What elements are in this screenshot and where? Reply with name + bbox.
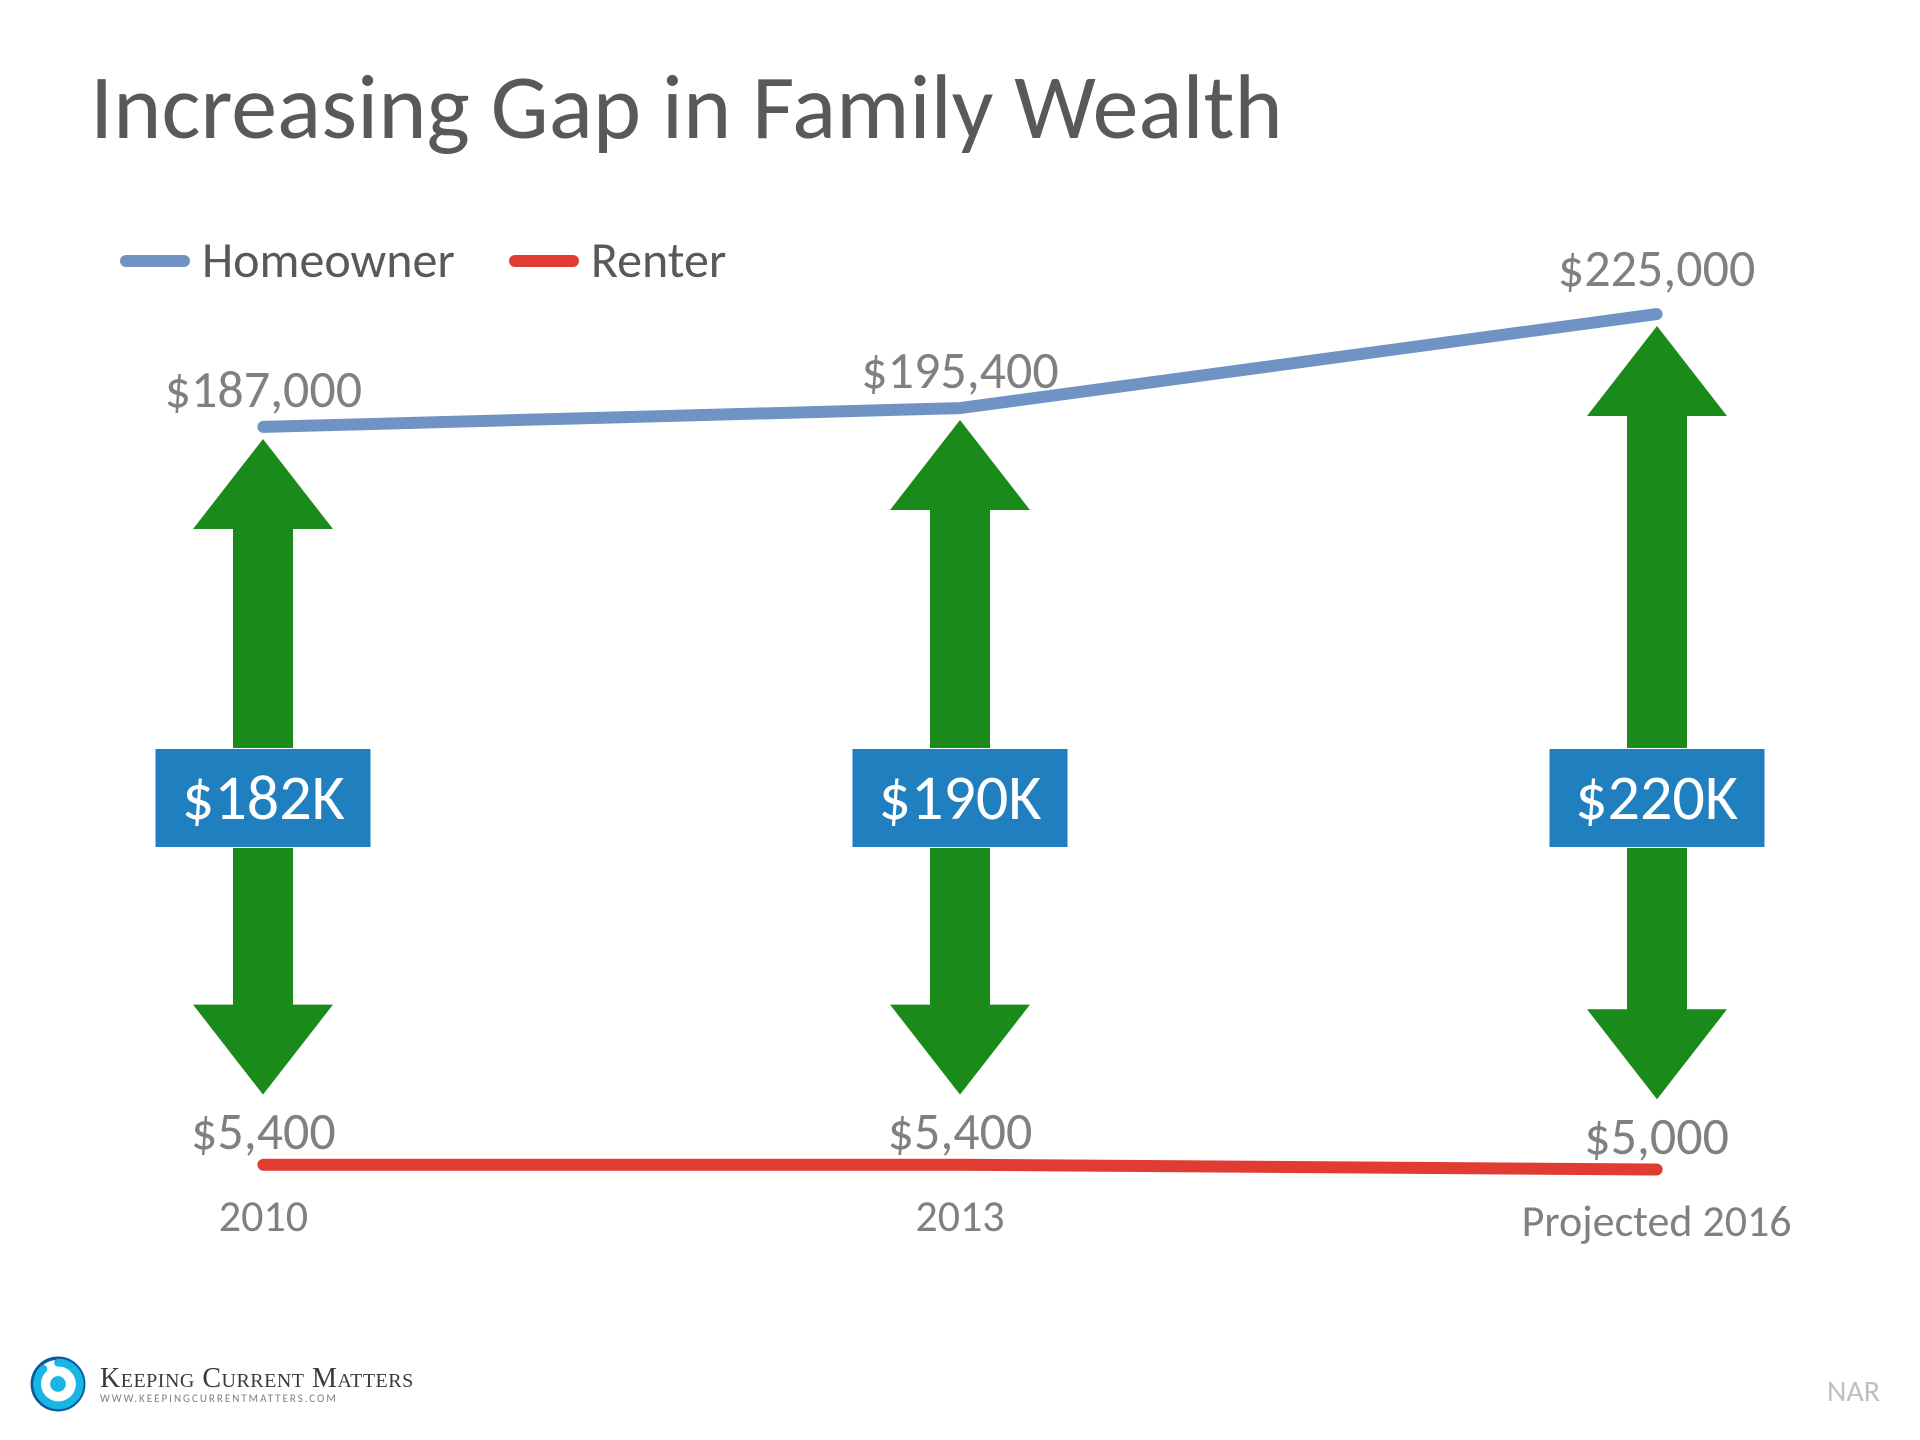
x-axis-label: Projected 2016 bbox=[1522, 1194, 1792, 1248]
renter-value-label: $5,400 bbox=[191, 1099, 336, 1163]
renter-value-label: $5,000 bbox=[1584, 1104, 1729, 1168]
legend-swatch-renter bbox=[509, 255, 579, 267]
x-axis-label: 2013 bbox=[915, 1189, 1004, 1243]
gap-arrow-down-icon bbox=[1587, 848, 1727, 1099]
gap-arrow-down-icon bbox=[193, 848, 333, 1095]
gap-value-box: $220K bbox=[1549, 749, 1764, 847]
homeowner-value-label: $225,000 bbox=[1558, 236, 1755, 300]
homeowner-value-label: $195,400 bbox=[861, 338, 1058, 402]
legend-label-homeowner: Homeowner bbox=[202, 230, 455, 291]
legend-label-renter: Renter bbox=[591, 230, 726, 291]
renter-value-label: $5,400 bbox=[888, 1099, 1033, 1163]
brand-name: Keeping Current Matters bbox=[100, 1364, 414, 1393]
legend-swatch-homeowner bbox=[120, 255, 190, 267]
brand-logo: Keeping Current Matters WWW.KEEPINGCURRE… bbox=[30, 1356, 414, 1412]
chart-title: Increasing Gap in Family Wealth bbox=[90, 50, 1283, 163]
gap-value-box: $190K bbox=[853, 749, 1068, 847]
x-axis-label: 2010 bbox=[219, 1189, 308, 1243]
gap-arrow-down-icon bbox=[890, 848, 1030, 1095]
source-attribution: NAR bbox=[1827, 1373, 1880, 1410]
swirl-icon bbox=[30, 1356, 86, 1412]
gap-arrow-up-icon bbox=[890, 420, 1030, 748]
legend: Homeowner Renter bbox=[120, 230, 726, 291]
gap-arrow-up-icon bbox=[193, 439, 333, 748]
homeowner-value-label: $187,000 bbox=[165, 357, 362, 421]
gap-arrow-up-icon bbox=[1587, 326, 1727, 748]
gap-value-box: $182K bbox=[156, 749, 371, 847]
brand-url: WWW.KEEPINGCURRENTMATTERS.COM bbox=[100, 1393, 414, 1405]
